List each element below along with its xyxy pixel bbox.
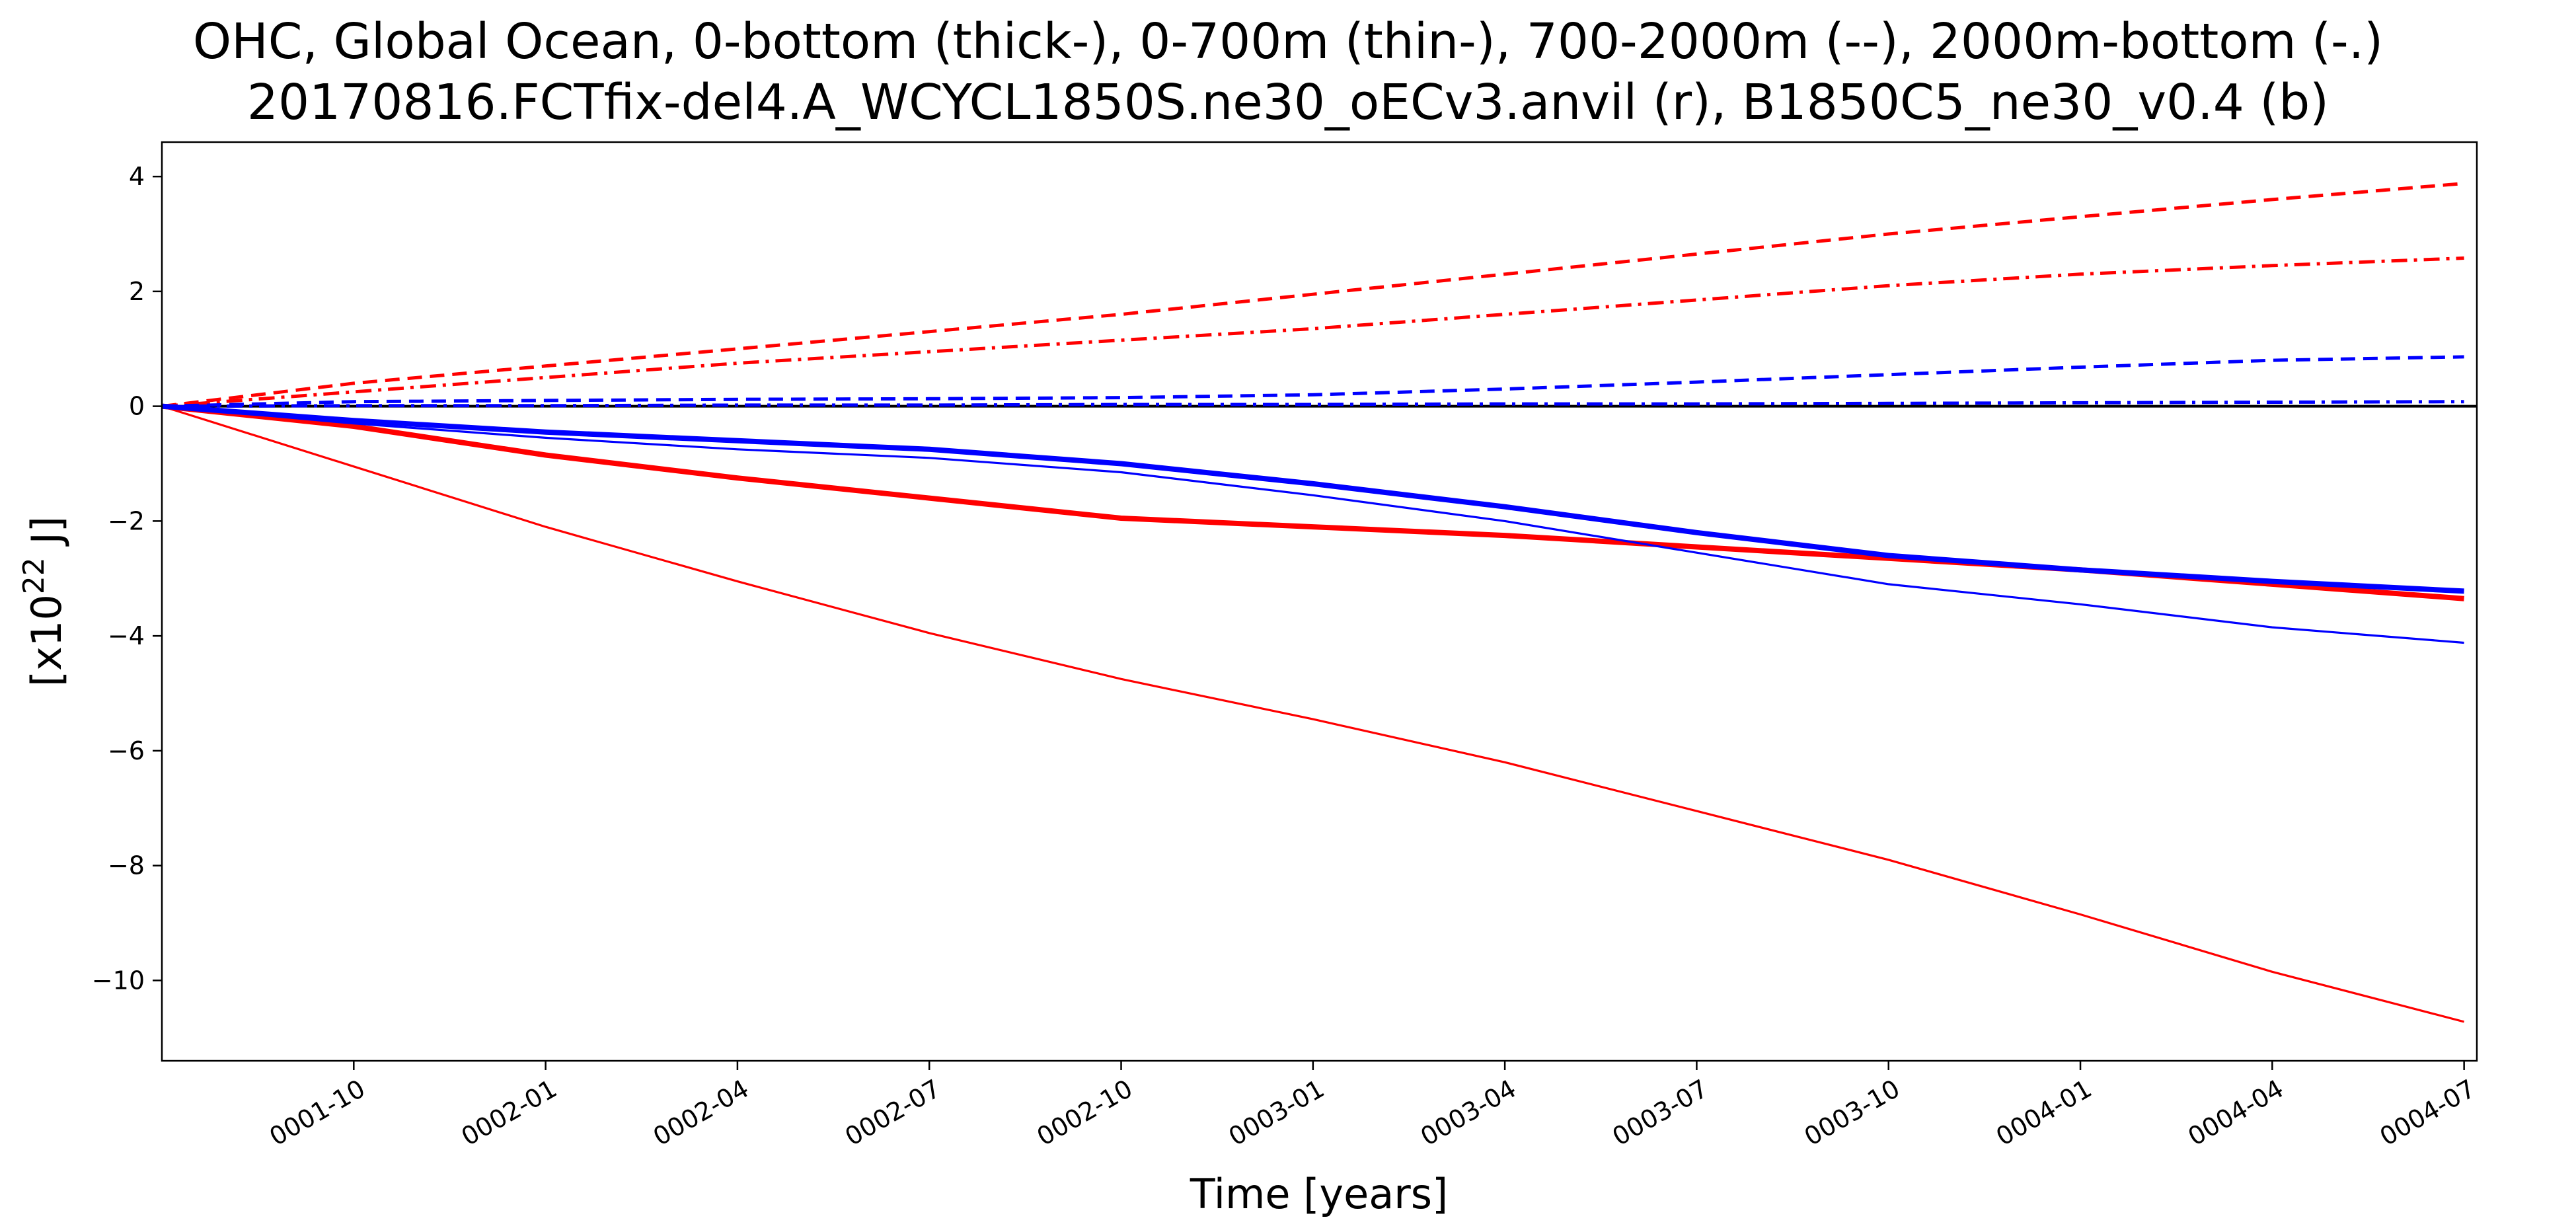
x-tick-label: 0002-10 xyxy=(1032,1074,1138,1151)
series-line-2 xyxy=(161,405,2465,1023)
y-axis-label-base: [x10 xyxy=(22,594,71,687)
x-tick-label: 0002-01 xyxy=(457,1074,562,1151)
x-tick-label: 0002-07 xyxy=(840,1074,946,1151)
x-tick-label: 0003-10 xyxy=(1799,1074,1905,1151)
y-axis-label-exponent: 22 xyxy=(17,557,51,594)
y-tick-label: 2 xyxy=(129,277,145,306)
series-line-7 xyxy=(161,355,2464,408)
x-tick-label: 0001-10 xyxy=(264,1074,370,1151)
x-tick-label: 0003-01 xyxy=(1224,1074,1330,1151)
y-axis-label-unit: J] xyxy=(22,516,71,557)
chart-title-line2: 20170816.FCTfix-del4.A_WCYCL1850S.ne30_o… xyxy=(247,74,2329,131)
y-tick-label: −2 xyxy=(108,506,145,535)
y-axis-ticks: 4 2 0 −2 −4 −6 −8 −10 xyxy=(92,162,162,995)
y-tick-label: 0 xyxy=(129,392,145,421)
plot-frame xyxy=(161,141,2478,1062)
x-tick-label: 0004-04 xyxy=(2183,1074,2289,1151)
x-tick-label: 0002-04 xyxy=(648,1074,754,1151)
y-tick-label: −8 xyxy=(108,851,145,880)
x-tick-label: 0004-07 xyxy=(2375,1074,2481,1151)
y-tick-label: −10 xyxy=(92,966,145,995)
x-axis-ticks: 0001-10 0002-01 0002-04 0002-07 0002-10 0003-… xyxy=(264,1061,2480,1151)
y-tick-label: −4 xyxy=(108,621,145,650)
y-tick-label: −6 xyxy=(108,736,145,765)
plot-area xyxy=(161,182,2477,1023)
series-line-4 xyxy=(161,256,2464,408)
x-axis-label: Time [years] xyxy=(1190,1170,1448,1218)
y-tick-label: 4 xyxy=(129,162,145,191)
series-line-8 xyxy=(161,400,2464,408)
series-line-6 xyxy=(161,405,2464,644)
series-line-3 xyxy=(161,182,2464,408)
x-tick-label: 0003-07 xyxy=(1607,1074,1713,1151)
series-line-5 xyxy=(161,403,2464,594)
x-tick-label: 0003-04 xyxy=(1416,1074,1521,1151)
x-tick-label: 0004-01 xyxy=(1991,1074,2097,1151)
chart-title-line1: OHC, Global Ocean, 0-bottom (thick-), 0-… xyxy=(193,13,2383,70)
y-axis-label: [x1022 J] xyxy=(17,516,71,687)
